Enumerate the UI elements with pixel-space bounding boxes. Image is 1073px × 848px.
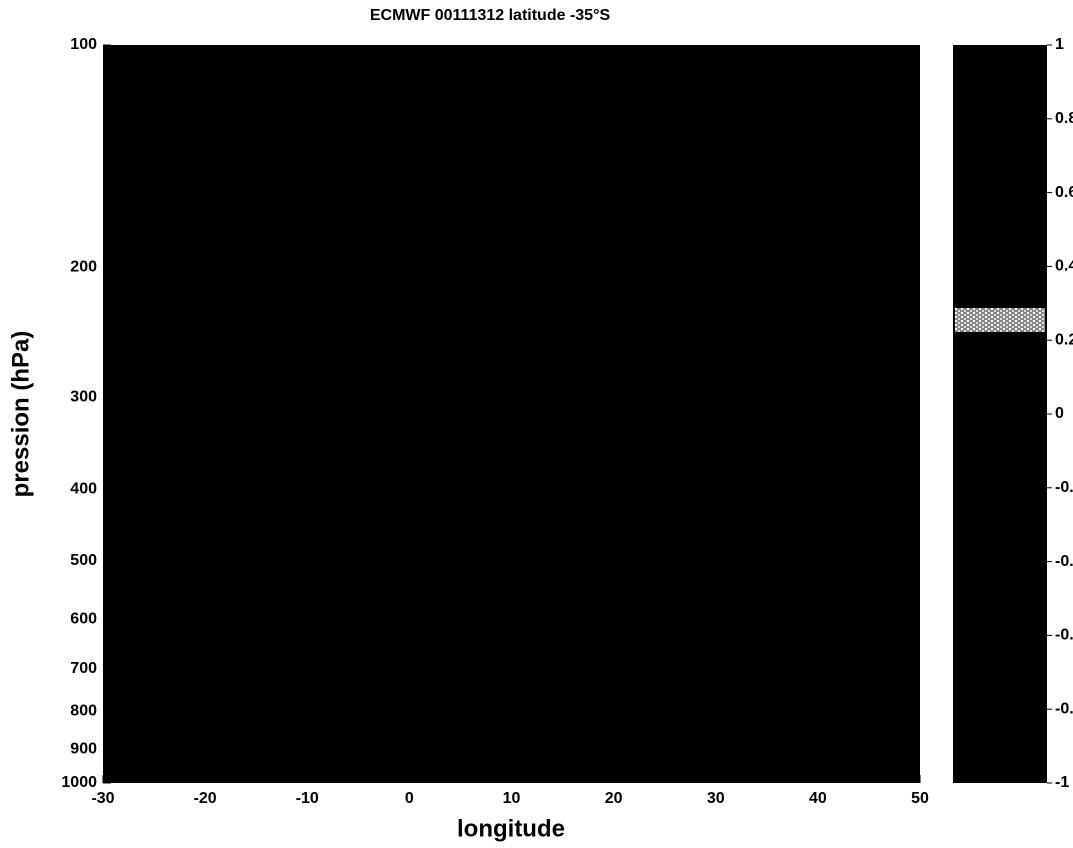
colorbar-tick-label: -0.2 xyxy=(1055,479,1073,496)
colorbar-tick-label: 0 xyxy=(1055,405,1064,422)
y-tick-label: 900 xyxy=(70,740,97,757)
colorbar-tick-label: 0.8 xyxy=(1055,110,1073,127)
colorbar-tick-label: -1 xyxy=(1055,774,1069,791)
x-axis-label: longitude xyxy=(457,815,565,842)
y-tick-label: 700 xyxy=(70,660,97,677)
colorbar-tick-label: 1 xyxy=(1055,36,1064,53)
colorbar-tick-label: -0.6 xyxy=(1055,627,1073,644)
colorbar-tick-label: 0.4 xyxy=(1055,258,1073,275)
y-tick-label: 1000 xyxy=(61,774,97,791)
y-tick-label: 100 xyxy=(70,36,97,53)
x-tick-label: -30 xyxy=(91,790,114,807)
x-tick-label: 20 xyxy=(605,790,623,807)
y-tick-label: 800 xyxy=(70,703,97,720)
x-tick-label: 30 xyxy=(707,790,725,807)
y-tick-label: 600 xyxy=(70,610,97,627)
x-tick-label: 40 xyxy=(809,790,827,807)
plot-area xyxy=(103,45,920,783)
x-tick-label: -20 xyxy=(194,790,217,807)
x-tick-label: 50 xyxy=(911,790,929,807)
y-tick-label: 300 xyxy=(70,388,97,405)
y-axis-label: pression (hPa) xyxy=(7,331,34,498)
y-tick-label: 400 xyxy=(70,481,97,498)
y-tick-label: 500 xyxy=(70,552,97,569)
colorbar-tick-label: -0.8 xyxy=(1055,700,1073,717)
x-tick-label: 0 xyxy=(405,790,414,807)
colorbar-tick-label: 0.2 xyxy=(1055,331,1073,348)
x-tick-label: -10 xyxy=(296,790,319,807)
colorbar-tick-label: 0.6 xyxy=(1055,184,1073,201)
colorbar-tick-label: -0.4 xyxy=(1055,553,1073,570)
colorbar-band xyxy=(955,308,1045,332)
chart-title: ECMWF 00111312 latitude -35°S xyxy=(370,7,611,24)
y-tick-label: 200 xyxy=(70,258,97,275)
x-tick-label: 10 xyxy=(503,790,521,807)
colorbar xyxy=(953,45,1047,783)
